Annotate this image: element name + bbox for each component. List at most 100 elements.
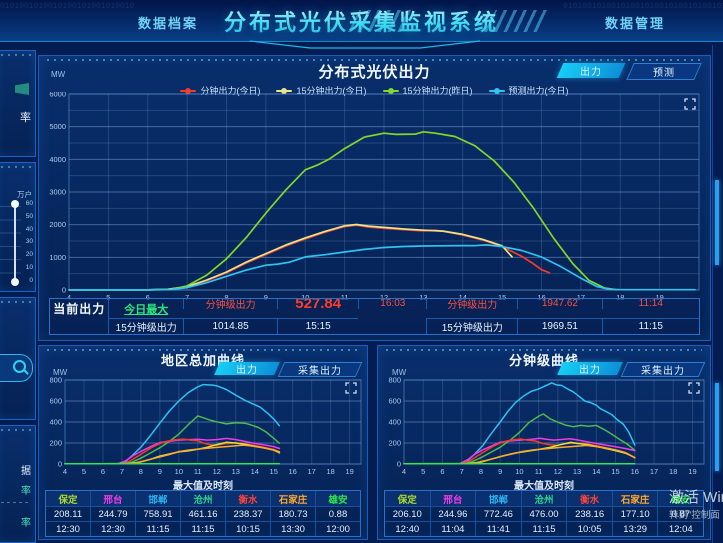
svg-text:19: 19 (655, 293, 663, 302)
today-max-link[interactable]: 今日最大 (108, 299, 183, 318)
svg-text:13: 13 (419, 293, 427, 302)
svg-text:9: 9 (498, 467, 502, 476)
pv-output-chart: 4 5 6 7 8 9 10 11 12 13 14 15 16 17 18 19 0 1000 2000 3000 4… (49, 92, 700, 302)
svg-text:2000: 2000 (49, 220, 66, 229)
partial-link[interactable]: 率 (21, 486, 31, 497)
table-cell-time: 12:40 (385, 521, 430, 536)
svg-text:400: 400 (388, 418, 401, 427)
tab-forecast[interactable]: 预测 (626, 63, 702, 80)
table-cell-value: 238.37 (225, 506, 270, 521)
table-cell-name: 衡水 (566, 491, 612, 506)
fullscreen-icon[interactable] (684, 98, 696, 110)
svg-text:6: 6 (440, 467, 444, 476)
svg-text:0: 0 (62, 286, 66, 295)
minute-max-table: 保定 邢台 邯郸 沧州 衡水 石家庄 雄安 206.10 244.96 772.46 476.00 2… (384, 490, 704, 537)
svg-text:16: 16 (537, 293, 545, 302)
legend-item[interactable]: 15分钟出力(昨日) (382, 84, 473, 97)
tab-forecast-label: 预测 (653, 68, 675, 79)
table-cell-value: 758.91 (135, 506, 180, 521)
gauge-tick-label: 50 (25, 212, 33, 220)
table-row: 12:40 11:04 11:41 11:15 10:05 13:29 12:04 (385, 521, 704, 536)
max-quarter-time: 11:15 (601, 318, 699, 334)
current-minute-value: 527.84 (277, 299, 358, 309)
gauge-tick-label: 30 (25, 238, 33, 246)
current-output-label: 当前出力 (53, 302, 106, 316)
legend-marker-icon (488, 87, 505, 94)
svg-text:12: 12 (554, 467, 562, 476)
tab-collected-output[interactable]: 采集出力 (620, 362, 706, 377)
gauge-slider-handle-top[interactable] (11, 200, 19, 208)
table-cell-value: 476.00 (520, 506, 567, 521)
tab-collected-output[interactable]: 采集出力 (277, 362, 363, 377)
y-axis-unit: MW (51, 70, 66, 79)
table-cell-time: 10:05 (566, 521, 612, 536)
gauge-tick-label: 60 (25, 200, 33, 207)
gauge-tick-labels: 60 50 40 30 20 10 0 (26, 200, 33, 284)
table-cell-time: 11:04 (429, 521, 476, 536)
table-row: 206.10 244.96 772.46 476.00 238.16 177.10 0.87 (385, 506, 704, 521)
pv-output-panel: 分布式光伏出力 MW 出力 预测 分钟出力(今日) 15分钟出力(今日) 15分钟出… (38, 55, 711, 341)
table-cell-name: 雄安 (315, 491, 360, 506)
left-panel-partial-2: 据 率 率 (0, 425, 36, 543)
table-cell-value: 180.73 (270, 506, 315, 521)
legend-label: 预测出力(今日) (508, 86, 569, 96)
app-header: 0101001010010100101001010010100101001010… (0, 0, 723, 42)
legend-item[interactable]: 15分钟出力(今日) (276, 84, 367, 97)
svg-text:14: 14 (459, 293, 467, 302)
fullscreen-icon[interactable] (345, 382, 357, 394)
svg-text:19: 19 (688, 467, 696, 476)
dashed-divider (1, 502, 31, 503)
svg-text:4000: 4000 (49, 155, 66, 164)
svg-text:7: 7 (120, 467, 124, 476)
nav-data-archive[interactable]: 数据档案 (138, 16, 199, 31)
tab-output[interactable]: 出力 (557, 362, 623, 376)
svg-text:6: 6 (101, 467, 105, 476)
region-sum-chart: 4 5 6 7 8 9 10 11 12 13 14 15 16 17 18 19 0 200 400 600 800 (49, 376, 362, 476)
svg-text:800: 800 (388, 376, 401, 385)
svg-text:6000: 6000 (49, 92, 66, 99)
svg-text:9: 9 (158, 467, 162, 476)
svg-text:18: 18 (326, 467, 334, 476)
max-quarter-value: 1969.51 (517, 318, 602, 334)
nav-data-management[interactable]: 数据管理 (604, 16, 665, 31)
gauge-slider-track[interactable] (14, 203, 16, 283)
svg-text:7: 7 (460, 467, 464, 476)
max-minute-value: 1947.62 (517, 299, 601, 309)
svg-text:14: 14 (592, 467, 600, 476)
legend-item[interactable]: 预测出力(今日) (488, 84, 569, 97)
header-notch-decoration (250, 40, 480, 49)
left-panel-gauge: 万户 60 50 40 30 20 10 0 (0, 162, 36, 292)
tab-output-label: 出力 (579, 365, 601, 376)
legend-label: 15分钟出力(今日) (296, 86, 367, 96)
max-minute-time: 11:14 (601, 299, 699, 309)
table-cell-value: 244.79 (90, 506, 135, 521)
svg-text:4: 4 (63, 467, 67, 476)
partial-link[interactable]: 率 (21, 518, 31, 529)
tab-output[interactable]: 出力 (556, 63, 626, 78)
search-icon[interactable] (13, 360, 26, 373)
svg-text:19: 19 (345, 467, 353, 476)
svg-text:8: 8 (479, 467, 483, 476)
svg-text:14: 14 (251, 467, 259, 476)
table-row: 12:30 12:30 11:15 11:15 10:15 13:30 12:00 (46, 521, 360, 536)
svg-text:15: 15 (498, 293, 506, 302)
table-cell-name: 邢台 (429, 491, 476, 506)
svg-text:13: 13 (232, 467, 240, 476)
diagonal-dots-decoration (484, 10, 548, 32)
svg-text:600: 600 (388, 397, 401, 406)
svg-text:10: 10 (301, 293, 309, 302)
output-stats-bar: 当前出力 分钟级出力 527.84 16:03 今日最大 分钟级出力 1947.… (49, 298, 700, 335)
scrollbar-fragment[interactable] (715, 180, 719, 265)
svg-text:7: 7 (185, 293, 189, 302)
fullscreen-icon[interactable] (688, 382, 700, 394)
svg-text:5000: 5000 (49, 122, 66, 131)
right-panel-partial (712, 45, 723, 543)
tab-output[interactable]: 出力 (214, 362, 280, 376)
gauge-slider-handle-bottom[interactable] (11, 278, 19, 286)
table-cell-time: 12:30 (46, 521, 90, 536)
diagonal-dots-decoration (348, 10, 412, 32)
current-quarter-time: 15:15 (277, 318, 359, 334)
legend-item[interactable]: 分钟出力(今日) (180, 84, 260, 97)
region-max-table: 保定 邢台 邯郸 沧州 衡水 石家庄 雄安 208.11 244.79 758.91 461.16 2… (45, 490, 361, 537)
scrollbar-fragment[interactable] (715, 383, 719, 471)
